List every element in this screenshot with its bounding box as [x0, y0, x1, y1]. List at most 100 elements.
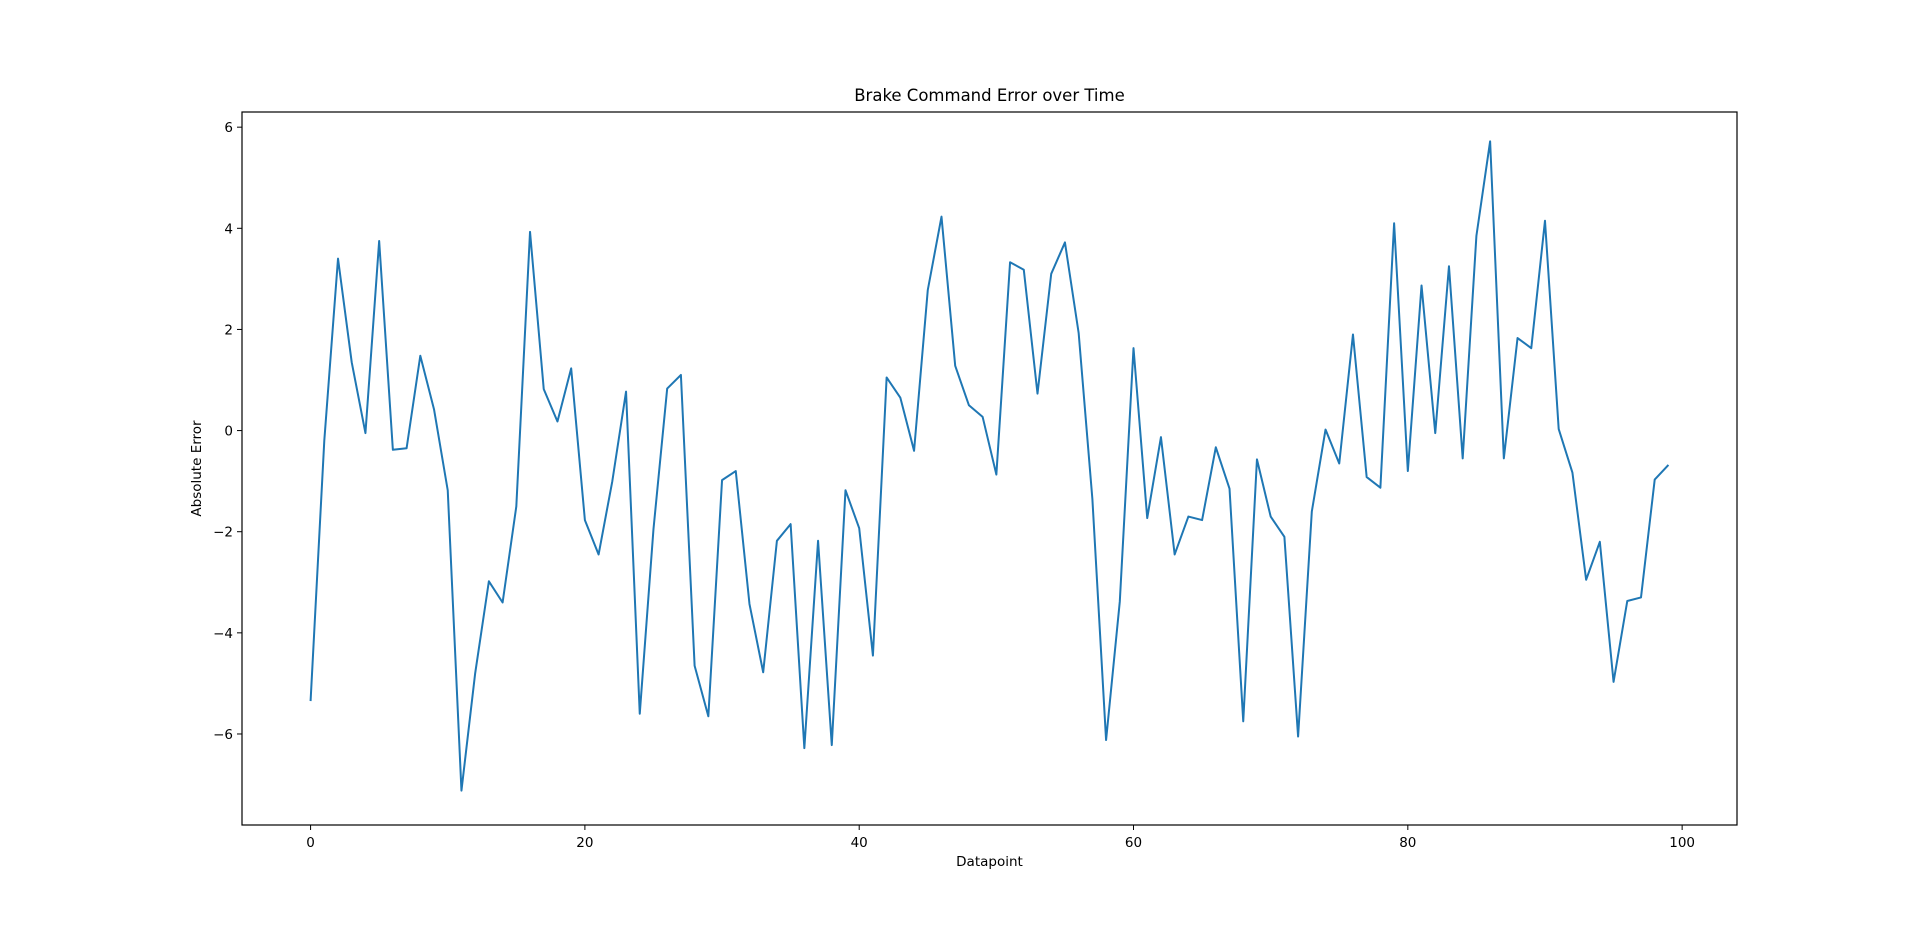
- data-point: [1160, 436, 1162, 438]
- y-tick-label: 6: [224, 120, 233, 136]
- data-point: [543, 388, 545, 390]
- x-tick-label: 0: [306, 835, 315, 851]
- data-point: [406, 447, 408, 449]
- data-point: [419, 355, 421, 357]
- data-point: [1421, 284, 1423, 286]
- x-tick-label: 100: [1669, 835, 1695, 851]
- data-point: [735, 470, 737, 472]
- y-tick-label: 2: [224, 322, 233, 338]
- y-tick-label: −6: [213, 727, 233, 743]
- data-point: [584, 519, 586, 521]
- data-point: [1297, 736, 1299, 738]
- data-point: [515, 505, 517, 507]
- data-point: [1256, 458, 1258, 460]
- data-point: [817, 540, 819, 542]
- data-point: [872, 655, 874, 657]
- data-point: [1064, 241, 1066, 243]
- data-point: [1503, 457, 1505, 459]
- data-point: [1174, 553, 1176, 555]
- data-point: [639, 713, 641, 715]
- data-point: [1585, 579, 1587, 581]
- data-point: [1530, 347, 1532, 349]
- data-point: [1517, 337, 1519, 339]
- plot-frame: [241, 111, 1738, 826]
- data-point: [1654, 479, 1656, 481]
- data-point: [844, 489, 846, 491]
- x-axis-ticks: 0 20 40 60 80 100: [306, 825, 1695, 851]
- y-tick-label: −2: [213, 525, 233, 541]
- data-point: [1448, 265, 1450, 267]
- data-point: [1009, 261, 1011, 263]
- data-point: [1640, 596, 1642, 598]
- data-point: [1489, 140, 1491, 142]
- data-point: [968, 404, 970, 406]
- data-point: [1352, 334, 1354, 336]
- data-point: [570, 367, 572, 369]
- data-point: [323, 440, 325, 442]
- data-point: [1325, 429, 1327, 431]
- data-point: [1366, 476, 1368, 478]
- data-point: [899, 397, 901, 399]
- data-point: [1187, 516, 1189, 518]
- data-point: [1201, 519, 1203, 521]
- data-point: [625, 391, 627, 393]
- data-point: [337, 258, 339, 260]
- x-tick-label: 20: [576, 835, 593, 851]
- data-point: [1119, 600, 1121, 602]
- data-point: [1311, 510, 1313, 512]
- data-point: [611, 480, 613, 482]
- data-point: [1146, 517, 1148, 519]
- data-point: [1434, 432, 1436, 434]
- data-point: [1215, 446, 1217, 448]
- data-point: [529, 231, 531, 233]
- data-point: [707, 715, 709, 717]
- data-point: [1078, 332, 1080, 334]
- x-tick-label: 60: [1125, 835, 1142, 851]
- data-point: [941, 216, 943, 218]
- data-point: [1393, 222, 1395, 224]
- data-point: [598, 553, 600, 555]
- y-tick-label: 0: [224, 424, 233, 440]
- series-line: [309, 140, 1670, 792]
- data-point: [927, 289, 929, 291]
- data-point: [1105, 739, 1107, 741]
- data-point: [790, 523, 792, 525]
- data-point: [858, 527, 860, 529]
- data-points: [310, 140, 1670, 791]
- data-point: [1558, 428, 1560, 430]
- data-point: [1462, 457, 1464, 459]
- data-point: [447, 489, 449, 491]
- data-point: [762, 671, 764, 673]
- data-point: [666, 388, 668, 390]
- data-point: [392, 449, 394, 451]
- x-axis-label: Datapoint: [956, 854, 1023, 870]
- data-point: [1023, 269, 1025, 271]
- data-point: [1407, 470, 1409, 472]
- data-point: [803, 747, 805, 749]
- data-point: [556, 420, 558, 422]
- data-point: [1475, 235, 1477, 237]
- data-point: [1379, 487, 1381, 489]
- data-point: [694, 665, 696, 667]
- data-point: [913, 450, 915, 452]
- data-point: [954, 365, 956, 367]
- data-point: [351, 361, 353, 363]
- data-point: [1599, 541, 1601, 543]
- data-point: [1338, 462, 1340, 464]
- data-point: [776, 540, 778, 542]
- data-point: [680, 374, 682, 376]
- data-point: [1571, 472, 1573, 474]
- data-point: [1626, 600, 1628, 602]
- y-axis-ticks: −6 −4 −2 0 2 4 6: [213, 120, 242, 743]
- data-point: [1544, 220, 1546, 222]
- data-point: [1283, 536, 1285, 538]
- data-point: [502, 602, 504, 604]
- data-point: [1091, 498, 1093, 500]
- data-point: [1270, 516, 1272, 518]
- data-point: [378, 240, 380, 242]
- data-point: [364, 432, 366, 434]
- chart-title: Brake Command Error over Time: [854, 86, 1125, 105]
- data-point: [886, 376, 888, 378]
